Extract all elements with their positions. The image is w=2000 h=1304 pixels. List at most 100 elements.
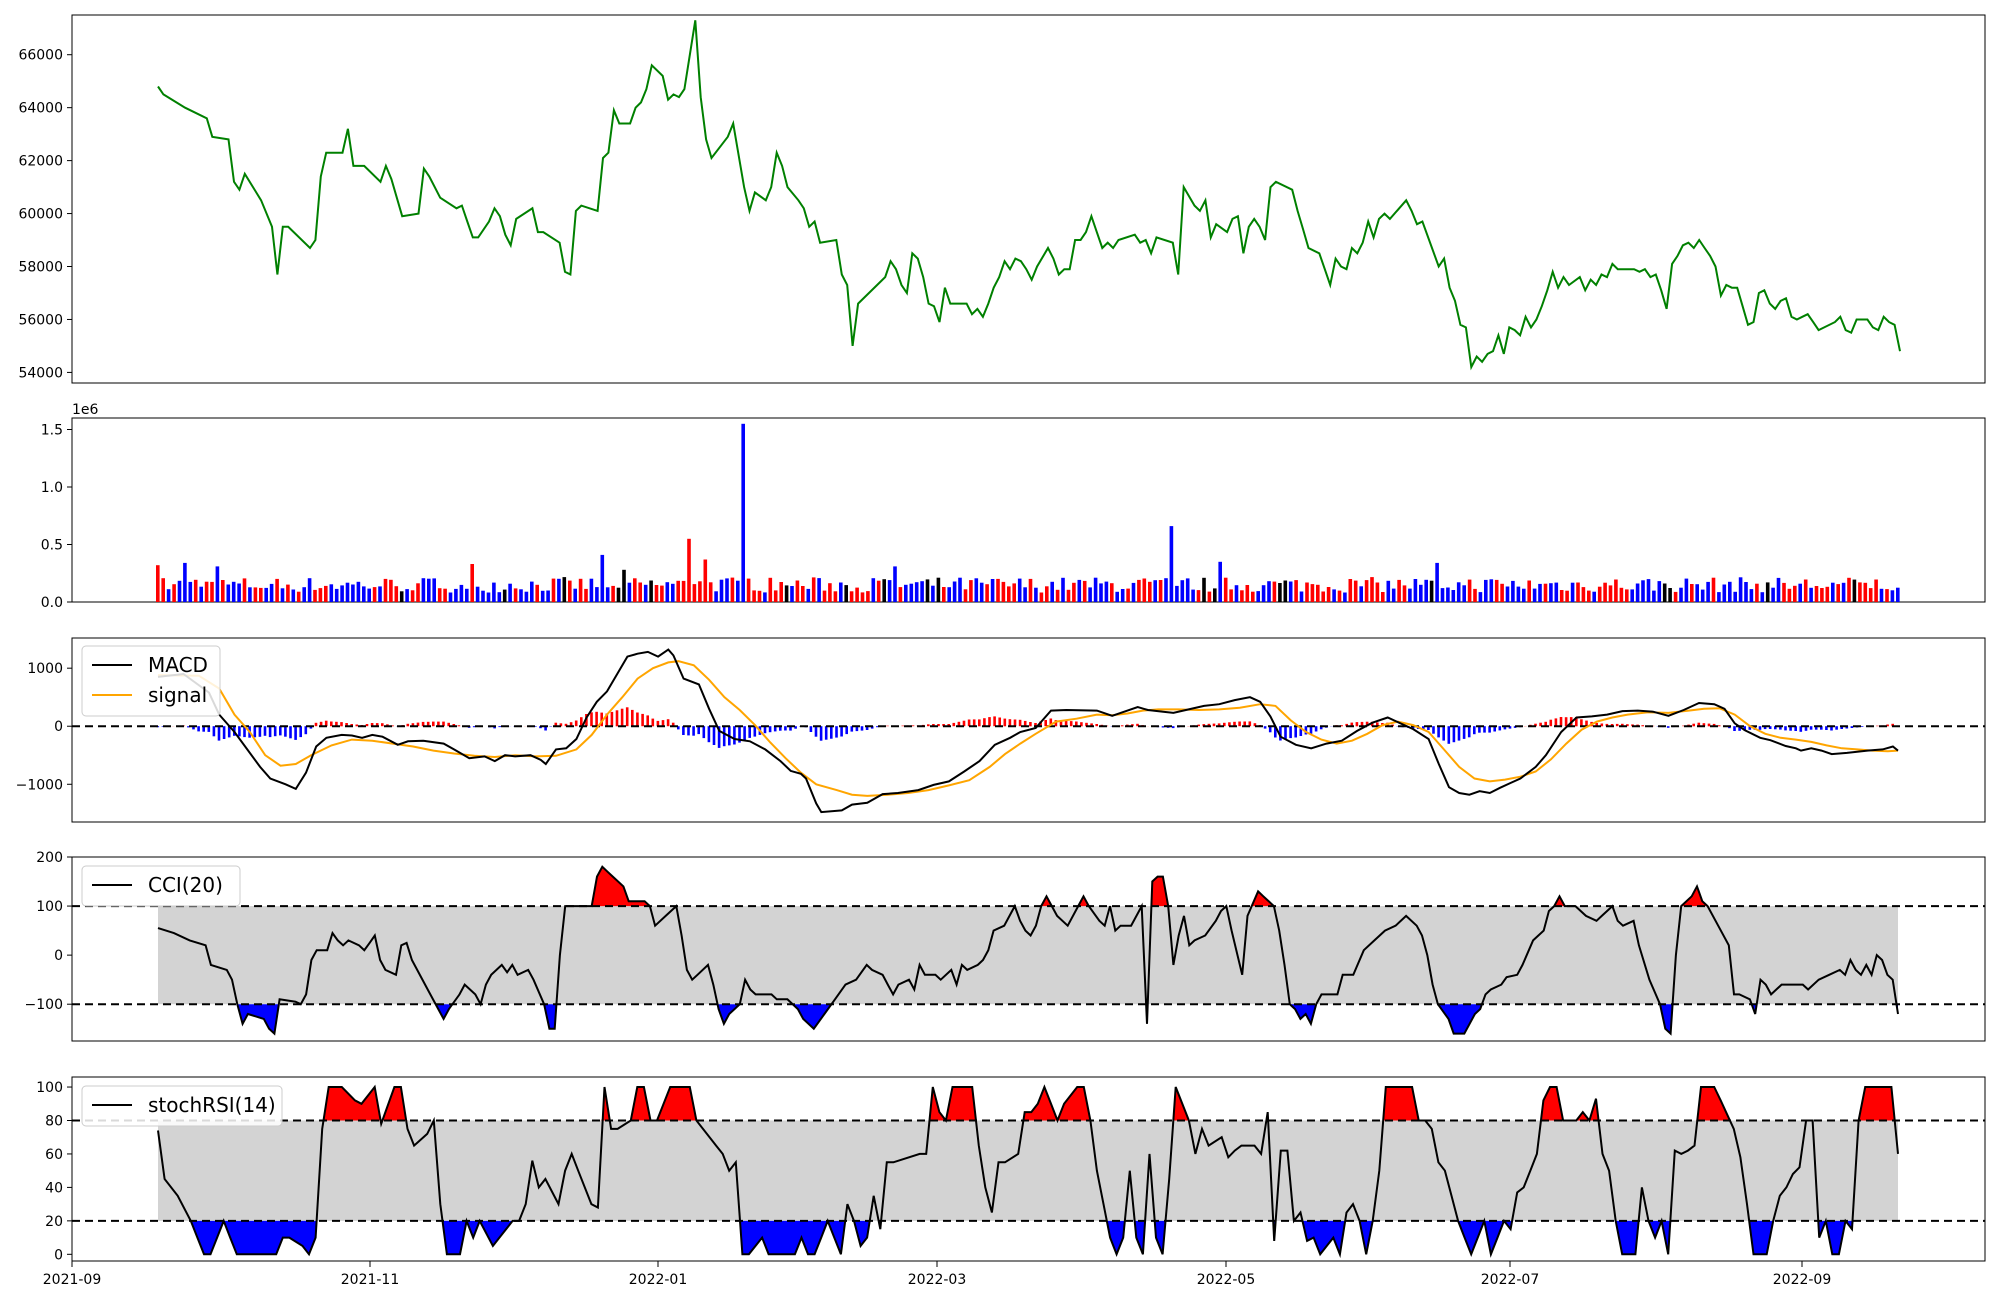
volume-bar [1424, 580, 1428, 602]
volume-bar [958, 578, 962, 602]
volume-bar [1289, 582, 1293, 603]
macd-histogram-bar [1172, 726, 1175, 728]
volume-bar [698, 581, 702, 602]
volume-bar [1831, 583, 1835, 602]
volume-bar [1099, 583, 1103, 602]
volume-bar [1143, 579, 1147, 603]
volume-bar [1267, 581, 1271, 602]
macd-histogram-bar [213, 726, 216, 736]
volume-bar [1110, 583, 1114, 602]
volume-bar [1744, 582, 1748, 602]
volume-bar [844, 585, 848, 602]
macd-histogram-bar [983, 718, 986, 726]
volume-bar [1555, 583, 1559, 602]
volume-bar [248, 587, 252, 602]
volume-bar [1278, 583, 1282, 602]
volume-bar [216, 566, 220, 602]
volume-ytick-label: 1.0 [41, 480, 63, 496]
volume-bar [1538, 584, 1542, 602]
volume-bar [1630, 589, 1634, 602]
macd-histogram-bar [498, 726, 501, 727]
volume-bar [931, 586, 935, 602]
volume-bar [508, 584, 512, 602]
volume-bar [1576, 583, 1580, 603]
volume-bar [579, 579, 583, 602]
volume-bar [1658, 581, 1662, 602]
volume-bar [1544, 584, 1548, 602]
volume-bar [167, 589, 171, 602]
macd-histogram-bar [284, 726, 287, 737]
volume-bar [281, 588, 285, 602]
volume-bar [980, 583, 984, 602]
volume-bar [319, 588, 323, 602]
cci-legend: CCI(20) [82, 866, 240, 906]
volume-bar [1490, 579, 1494, 602]
volume-bar [888, 580, 892, 602]
macd-histogram-bar [1641, 725, 1644, 726]
volume-bar [1793, 586, 1797, 602]
volume-bar [606, 587, 610, 602]
volume-bar [1018, 579, 1022, 602]
volume-bar [1365, 580, 1369, 602]
volume-bar [877, 581, 881, 602]
volume-bar [454, 589, 458, 602]
volume-bar [161, 578, 165, 602]
volume-bar [1007, 586, 1011, 602]
volume-bar [1305, 583, 1309, 603]
volume-bar [942, 587, 946, 602]
cci-ytick-label: −100 [25, 997, 63, 1013]
x-tick-label: 2022-09 [1773, 1272, 1832, 1288]
volume-bar [335, 589, 339, 602]
macd-histogram-bar [692, 726, 695, 736]
volume-bar [855, 588, 859, 602]
macd-histogram-bar [299, 726, 302, 737]
volume-bar [378, 586, 382, 602]
volume-bar [1262, 585, 1266, 602]
volume-bar [823, 591, 827, 602]
volume-bar [1690, 584, 1694, 602]
volume-bar [1771, 588, 1775, 602]
volume-bar [861, 592, 865, 602]
volume-bar [893, 566, 897, 602]
volume-bar [1891, 590, 1895, 602]
stochrsi-ytick-label: 100 [36, 1080, 63, 1096]
macd-histogram-bar [988, 717, 991, 726]
volume-bar [405, 589, 409, 602]
macd-histogram-bar [1692, 724, 1695, 727]
volume-bar [1549, 583, 1553, 602]
macd-histogram-bar [1733, 726, 1736, 731]
legend-label-macd: MACD [148, 653, 208, 677]
volume-bar [1614, 580, 1618, 603]
volume-bar [1332, 589, 1336, 602]
price-ytick-label: 66000 [18, 48, 63, 64]
macd-histogram-bar [815, 726, 818, 737]
volume-bar [1251, 592, 1255, 602]
volume-bar [1294, 580, 1298, 602]
macd-histogram-bar [1473, 726, 1476, 734]
volume-bar [1755, 584, 1759, 602]
volume-bar [1571, 583, 1575, 602]
volume-bar [1728, 582, 1732, 602]
macd-histogram-bar [1667, 726, 1670, 728]
x-tick-label: 2022-01 [629, 1272, 688, 1288]
macd-histogram-bar [1437, 726, 1440, 737]
volume-bar [1224, 578, 1228, 602]
volume-bar [1500, 584, 1504, 602]
volume-bar [1376, 583, 1380, 603]
volume-bar [514, 588, 518, 602]
volume-bar [557, 579, 561, 602]
volume-bar [1023, 587, 1027, 602]
volume-bar [395, 586, 399, 602]
volume-bar [1159, 580, 1163, 602]
macd-histogram-bar [590, 712, 593, 726]
macd-histogram-bar [289, 726, 292, 738]
volume-bar [1056, 590, 1060, 602]
volume-bar [1842, 583, 1846, 602]
macd-histogram-bar [1861, 726, 1864, 727]
macd-histogram-bar [754, 726, 757, 736]
volume-bar [817, 578, 821, 602]
volume-bar [910, 584, 914, 602]
cci-neutral-band [158, 906, 1898, 1004]
volume-bar [1836, 584, 1840, 602]
macd-histogram-bar [197, 726, 200, 731]
